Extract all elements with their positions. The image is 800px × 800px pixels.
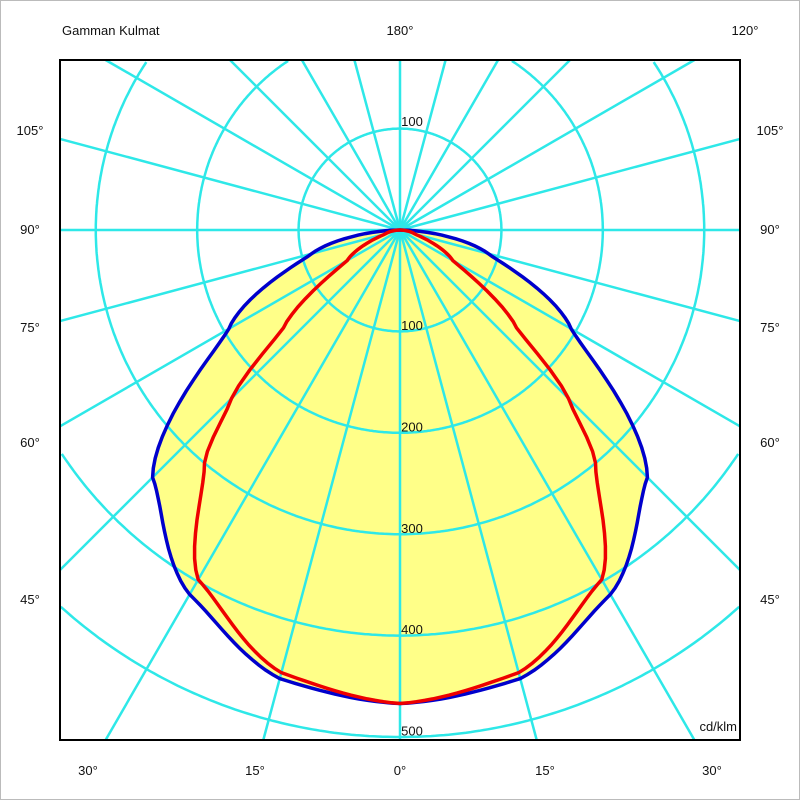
- right-angle-label: 90°: [760, 222, 780, 237]
- chart-title: Gamman Kulmat: [62, 23, 160, 38]
- grid-radial-line: [59, 137, 401, 232]
- grid-radial-line: [399, 137, 741, 232]
- left-angle-label: 60°: [20, 435, 40, 450]
- bottom-angle-label: 15°: [535, 763, 555, 778]
- bottom-angle-label: 30°: [702, 763, 722, 778]
- radial-tick-label: 400: [401, 622, 423, 637]
- left-angle-label: 105°: [17, 123, 44, 138]
- grid-radial-line: [399, 228, 741, 323]
- grid-circle: [195, 59, 605, 435]
- grid-circle: [60, 453, 740, 637]
- left-angle-label: 75°: [20, 320, 40, 335]
- axis-labels: 105° 105° 90° 90° 75° 75° 60° 60° 45° 45° 30° 15° 0°…: [17, 114, 784, 778]
- grid-radial-line: [262, 229, 402, 741]
- unit-label: cd/klm: [699, 719, 737, 734]
- series-curve-2: [192, 228, 608, 706]
- right-angle-label: 105°: [757, 123, 784, 138]
- grid-radial-line: [398, 229, 696, 741]
- grid-radial-line: [353, 59, 402, 231]
- bottom-angle-label: 30°: [78, 763, 98, 778]
- grid-radial-line: [399, 58, 696, 232]
- grid-circle: [94, 61, 706, 536]
- bottom-angle-label: 0°: [394, 763, 406, 778]
- right-angle-label: 75°: [760, 320, 780, 335]
- top-right-angle-label: 120°: [732, 23, 759, 38]
- grid-radial-line: [398, 59, 500, 231]
- grid-radial-line: [300, 59, 402, 231]
- radial-tick-label: 100: [401, 318, 423, 333]
- bottom-angle-label: 15°: [245, 763, 265, 778]
- right-angle-label: 60°: [760, 435, 780, 450]
- curves: [150, 228, 650, 706]
- radial-tick-label: 300: [401, 521, 423, 536]
- radial-tick-label: 500: [401, 724, 423, 739]
- grid-radial-line: [104, 229, 402, 741]
- grid-radial-line: [398, 229, 538, 741]
- grid: [59, 58, 741, 741]
- left-angle-label: 90°: [20, 222, 40, 237]
- top-center-angle-label: 180°: [387, 23, 414, 38]
- right-angle-label: 45°: [760, 592, 780, 607]
- radial-tick-label: 100: [401, 114, 423, 129]
- radial-tick-label: 200: [401, 419, 423, 434]
- grid-radial-line: [104, 58, 401, 232]
- left-angle-label: 45°: [20, 592, 40, 607]
- plot-frame: [59, 59, 741, 741]
- grid-radial-line: [399, 59, 571, 231]
- grid-radial-line: [59, 228, 401, 323]
- grid-circle: [59, 605, 741, 739]
- grid-radial-line: [229, 59, 401, 231]
- grid-radial-line: [398, 59, 447, 231]
